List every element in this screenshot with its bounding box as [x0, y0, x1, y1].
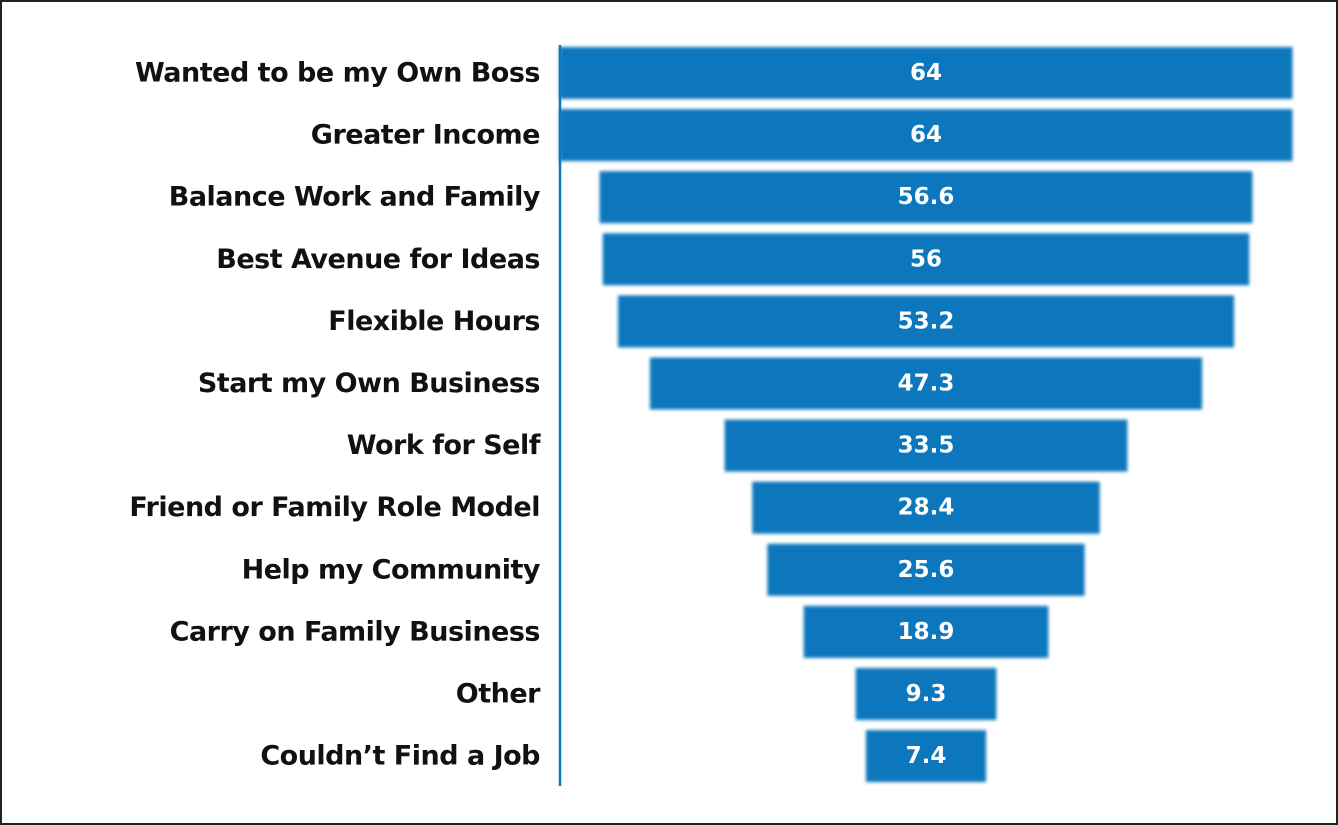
category-label: Wanted to be my Own Boss	[135, 58, 540, 89]
category-label: Other	[456, 679, 541, 710]
value-label: 18.9	[898, 619, 955, 645]
category-label: Work for Self	[347, 430, 541, 461]
category-label: Carry on Family Business	[170, 616, 540, 647]
bar	[865, 730, 987, 783]
bar	[855, 668, 997, 720]
category-label: Start my Own Business	[198, 368, 540, 399]
bar	[767, 543, 1085, 596]
category-label: Balance Work and Family	[169, 182, 541, 213]
value-label: 56	[910, 246, 942, 272]
value-label: 7.4	[906, 743, 947, 769]
bar	[602, 233, 1250, 286]
value-label: 47.3	[898, 371, 955, 397]
category-label: Friend or Family Role Model	[129, 492, 540, 523]
bar	[559, 109, 1293, 162]
value-label: 25.6	[898, 557, 955, 583]
bar	[803, 605, 1049, 658]
value-label: 28.4	[898, 495, 955, 521]
value-label: 56.6	[898, 184, 955, 210]
bar	[724, 419, 1128, 472]
value-label: 64	[910, 122, 942, 148]
category-label: Greater Income	[311, 120, 540, 151]
value-label: 33.5	[898, 433, 955, 459]
category-label: Couldn’t Find a Job	[260, 741, 540, 772]
category-label: Help my Community	[242, 554, 541, 585]
bar	[617, 295, 1235, 348]
category-label: Flexible Hours	[328, 306, 540, 337]
value-label: 53.2	[898, 308, 955, 334]
category-label: Best Avenue for Ideas	[216, 244, 540, 275]
bar	[752, 481, 1100, 534]
value-label: 9.3	[906, 681, 947, 707]
bar	[599, 171, 1253, 224]
bar	[649, 357, 1203, 410]
bar	[559, 47, 1293, 99]
value-label: 64	[910, 60, 942, 86]
